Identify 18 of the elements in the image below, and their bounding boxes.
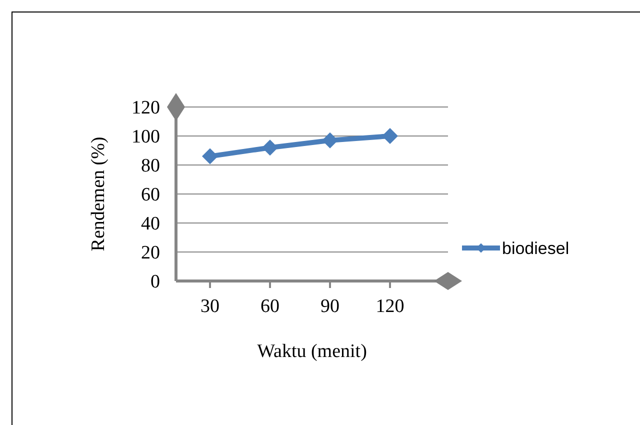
point: [322, 132, 338, 148]
point: [202, 148, 218, 164]
x-axis-title: Waktu (menit): [257, 341, 367, 362]
legend-label: biodiesel: [502, 238, 570, 258]
x-tick-label: 60: [260, 296, 280, 317]
y-tick-label: 100: [132, 126, 160, 148]
x-tick-label: 30: [200, 296, 220, 317]
y-tick-label: 40: [141, 214, 160, 235]
point: [382, 128, 398, 144]
y-tick-label: 60: [141, 184, 160, 206]
point: [262, 140, 278, 156]
x-tick-label: 90: [320, 296, 340, 317]
y-tick-label: 80: [141, 156, 160, 177]
y-tick-label: 20: [141, 242, 160, 264]
y-tick-label: 120: [132, 98, 160, 119]
y-axis-title: Rendemen (%): [88, 136, 109, 252]
y-tick-label: 0: [150, 272, 160, 293]
x-tick-label: 120: [376, 296, 404, 317]
